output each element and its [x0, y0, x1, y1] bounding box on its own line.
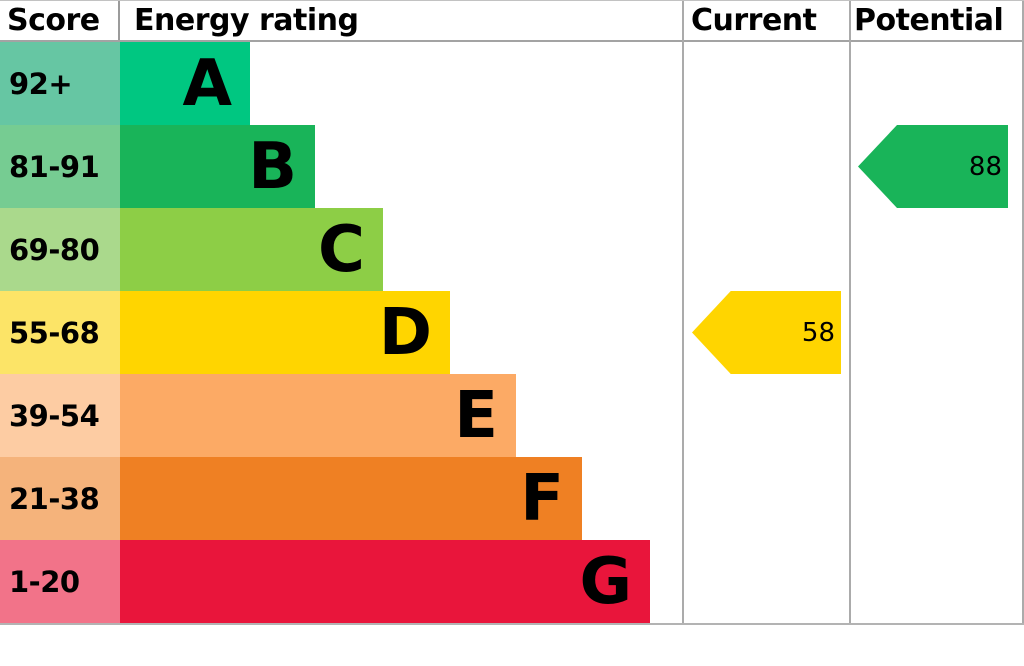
score-range-cell: 69-80: [0, 208, 120, 291]
band-letter: A: [182, 46, 232, 121]
band-row-c: 69-80 C: [0, 208, 682, 291]
band-letter: B: [248, 129, 297, 204]
potential-column: Potential 88: [849, 1, 1024, 623]
band-bar: F: [120, 457, 582, 540]
bands: 92+ A 81-91 B 69-80 C 55-68 D 39-54 E 21-38 F 1-20 G: [0, 42, 682, 623]
current-column-body: 58: [684, 42, 849, 623]
current-column: Current 58: [682, 1, 849, 623]
band-bar: E: [120, 374, 516, 457]
band-bar: D: [120, 291, 450, 374]
score-range-cell: 81-91: [0, 125, 120, 208]
current-column-header: Current: [684, 1, 849, 42]
score-column-header: Score: [0, 1, 120, 40]
band-bar: A: [120, 42, 250, 125]
potential-column-body: 88: [851, 42, 1022, 623]
energy-rating-chart: Score Energy rating 92+ A 81-91 B 69-80 C 55-6…: [0, 0, 1024, 625]
potential-rating-value: 88: [968, 151, 1002, 182]
current-rating-value: 58: [801, 317, 835, 348]
potential-rating-arrow: 88: [858, 125, 1008, 208]
band-row-b: 81-91 B: [0, 125, 682, 208]
band-letter: C: [318, 212, 365, 287]
band-row-g: 1-20 G: [0, 540, 682, 623]
band-letter: D: [378, 295, 432, 370]
score-range-cell: 21-38: [0, 457, 120, 540]
current-rating-arrow: 58: [692, 291, 841, 374]
band-row-e: 39-54 E: [0, 374, 682, 457]
band-bar: G: [120, 540, 650, 623]
band-letter: G: [579, 544, 632, 619]
score-range-cell: 55-68: [0, 291, 120, 374]
band-row-a: 92+ A: [0, 42, 682, 125]
rating-column: Score Energy rating 92+ A 81-91 B 69-80 C 55-6…: [0, 1, 682, 623]
main-header-row: Score Energy rating: [0, 1, 682, 42]
potential-column-header: Potential: [851, 1, 1022, 42]
energy-rating-column-header: Energy rating: [134, 3, 359, 38]
score-range-cell: 92+: [0, 42, 120, 125]
band-bar: B: [120, 125, 315, 208]
band-row-d: 55-68 D: [0, 291, 682, 374]
band-bar: C: [120, 208, 383, 291]
band-row-f: 21-38 F: [0, 457, 682, 540]
score-range-cell: 39-54: [0, 374, 120, 457]
score-range-cell: 1-20: [0, 540, 120, 623]
band-letter: F: [520, 461, 564, 536]
band-letter: E: [454, 378, 498, 453]
